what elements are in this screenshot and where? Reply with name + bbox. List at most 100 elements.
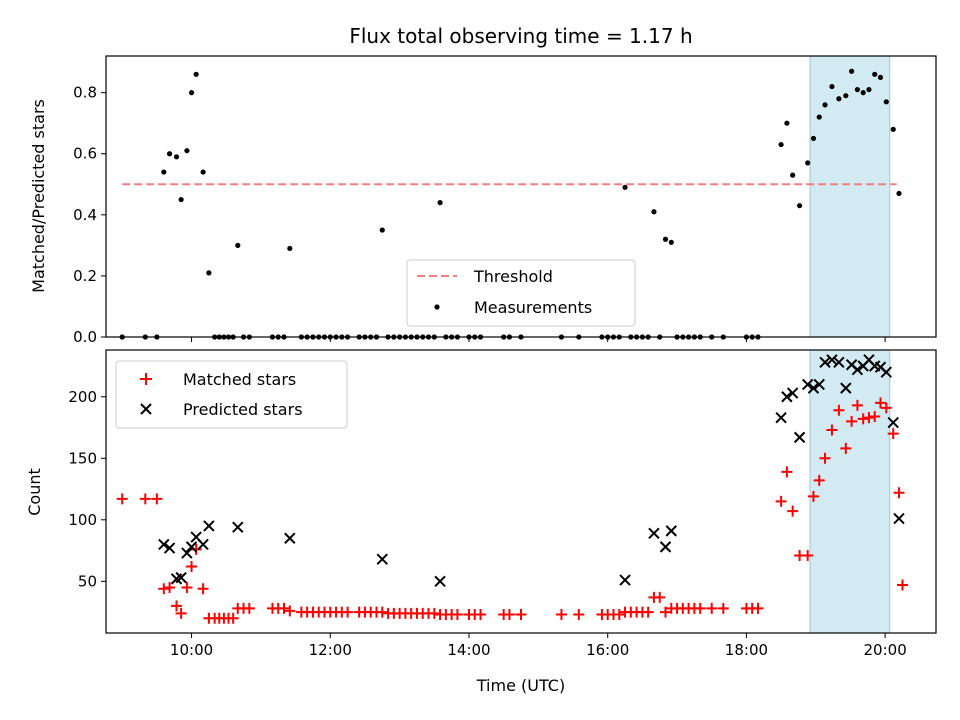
y-tick-label: 0.6 — [73, 145, 97, 163]
observing-window-span — [809, 55, 891, 338]
predicted-star-point — [851, 363, 864, 376]
legend-matched-label: Matched stars — [183, 370, 296, 389]
measurement-point — [784, 120, 790, 126]
bottom-legend: Matched stars Predicted stars — [115, 360, 348, 429]
bottom-panel-frame — [105, 349, 937, 634]
matched-star-point — [475, 609, 487, 621]
measurement-point — [810, 135, 817, 142]
matched-star-point — [717, 602, 729, 614]
predicted-star-point — [826, 354, 838, 366]
matched-star-point — [175, 607, 187, 619]
y-tick-label: 50 — [78, 572, 97, 590]
measurement-point — [883, 99, 889, 105]
predicted-star-point — [801, 378, 814, 391]
matched-star-point — [819, 452, 831, 464]
matched-star-point — [451, 609, 463, 621]
measurement-point — [668, 239, 674, 245]
matched-star-point — [284, 605, 296, 617]
top-y-axis-label: Matched/Predicted stars — [29, 99, 48, 293]
matched-star-point — [802, 549, 814, 561]
bottom-legend-box — [115, 360, 348, 429]
matched-star-point — [787, 505, 799, 517]
chart-title: Flux total observing time = 1.17 h — [349, 24, 692, 48]
matched-star-point — [857, 413, 869, 425]
measurement-point — [860, 90, 866, 96]
x-tick-label: 10:00 — [170, 641, 213, 659]
matched-star-point — [887, 428, 899, 440]
top-panel-frame — [105, 55, 937, 338]
matched-star-point — [694, 602, 706, 614]
matched-star-point — [181, 581, 193, 593]
measurement-point — [890, 126, 896, 132]
predicted-star-point — [284, 532, 296, 544]
matched-star-point — [896, 579, 908, 591]
measurement-point — [173, 154, 180, 160]
predicted-star-point — [793, 431, 806, 444]
matched-star-point — [775, 495, 787, 507]
matched-star-point — [869, 410, 881, 422]
measurement-point — [790, 172, 796, 178]
legend-threshold-label: Threshold — [473, 267, 553, 286]
matched-star-point — [515, 609, 527, 621]
matched-star-point — [659, 606, 671, 618]
matched-star-point — [807, 490, 819, 502]
predicted-star-point — [813, 378, 825, 391]
predicted-star-point — [880, 366, 892, 378]
measurement-point — [188, 90, 195, 96]
y-tick-label: 0.0 — [73, 328, 97, 346]
predicted-star-point — [203, 520, 215, 532]
matched-star-point — [139, 493, 151, 505]
measurement-point — [877, 74, 884, 80]
matched-star-point — [833, 404, 845, 416]
x-tick-label: 18:00 — [725, 641, 768, 659]
matched-star-point — [158, 583, 170, 595]
x-tick-label: 20:00 — [864, 641, 907, 659]
measurement-point — [235, 242, 241, 248]
predicted-star-point — [185, 541, 198, 553]
matched-star-point — [243, 602, 255, 614]
measurement-point — [836, 96, 842, 102]
predicted-star-point — [376, 553, 388, 565]
predicted-star-point — [659, 541, 672, 553]
predicted-star-point — [887, 416, 899, 429]
legend-predicted-swatch — [140, 403, 152, 415]
y-tick-label: 0.2 — [73, 267, 97, 285]
predicted-star-point — [840, 382, 852, 394]
predicted-star-point — [434, 575, 446, 588]
matched-star-point — [376, 606, 388, 618]
predicted-star-point — [163, 542, 176, 554]
matched-star-point — [642, 606, 654, 618]
measurement-point — [872, 71, 878, 77]
predicted-star-point — [786, 387, 799, 399]
y-tick-label: 150 — [68, 449, 97, 467]
matched-star-point — [151, 493, 163, 505]
predicted-star-point — [665, 525, 677, 537]
matched-star-point — [190, 543, 202, 555]
measurement-point — [805, 160, 811, 166]
matched-star-point — [278, 602, 290, 614]
x-tick-label: 14:00 — [447, 641, 490, 659]
predicted-star-point — [197, 538, 209, 551]
matched-star-point — [555, 609, 567, 621]
measurement-point — [184, 148, 190, 154]
matched-star-point — [503, 609, 515, 621]
matched-star-point — [846, 415, 858, 427]
matched-star-point — [813, 474, 825, 486]
matched-star-point — [752, 602, 764, 614]
measurement-point — [849, 68, 855, 74]
measurement-point — [166, 151, 173, 157]
matched-star-point — [826, 424, 838, 436]
measurement-point — [161, 169, 167, 175]
measurement-point — [829, 83, 835, 90]
predicted-star-point — [819, 356, 831, 369]
measurement-point — [651, 209, 657, 215]
measurement-point — [178, 196, 184, 203]
matched-star-point — [893, 487, 905, 499]
matched-star-point — [573, 609, 585, 621]
predicted-star-point — [232, 521, 244, 533]
matched-star-point — [171, 600, 183, 612]
matched-star-point — [227, 612, 239, 624]
matched-star-point — [186, 561, 198, 573]
measurement-point — [843, 93, 849, 99]
measurement-point — [200, 169, 206, 175]
